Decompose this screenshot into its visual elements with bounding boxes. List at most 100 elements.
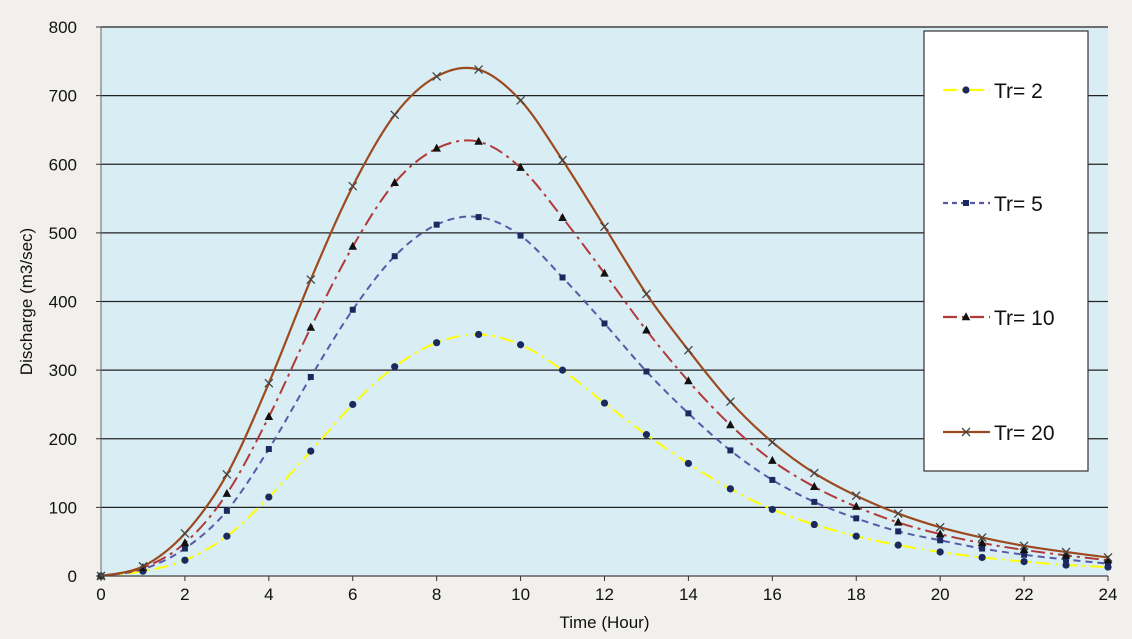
data-point bbox=[1021, 551, 1028, 558]
legend-marker bbox=[961, 427, 971, 437]
data-point bbox=[809, 481, 819, 490]
data-point bbox=[810, 520, 818, 529]
data-point bbox=[811, 498, 818, 505]
data-point bbox=[558, 155, 568, 165]
data-point bbox=[683, 345, 693, 355]
data-point bbox=[600, 222, 609, 232]
data-point bbox=[223, 507, 230, 514]
data-point bbox=[516, 95, 526, 105]
data-point bbox=[391, 363, 399, 371]
x-tick-label: 4 bbox=[264, 585, 273, 604]
x-tick-label: 2 bbox=[180, 585, 189, 604]
data-point bbox=[558, 212, 567, 221]
data-point bbox=[937, 537, 944, 544]
data-point bbox=[935, 529, 945, 538]
data-point bbox=[264, 378, 274, 388]
data-point bbox=[475, 330, 483, 339]
data-point bbox=[1019, 545, 1029, 554]
data-point bbox=[432, 143, 441, 152]
data-point bbox=[306, 275, 316, 284]
y-tick-label: 600 bbox=[49, 155, 77, 174]
data-point bbox=[475, 214, 482, 221]
data-point bbox=[643, 368, 650, 375]
data-point bbox=[767, 437, 777, 447]
data-point bbox=[1063, 556, 1070, 563]
data-point bbox=[851, 491, 861, 501]
y-tick-label: 300 bbox=[49, 361, 77, 380]
legend-label: Tr= 5 bbox=[994, 193, 1043, 216]
data-point bbox=[181, 556, 189, 564]
data-point bbox=[222, 469, 232, 479]
data-point bbox=[601, 320, 608, 327]
legend-box bbox=[923, 30, 1089, 472]
data-point bbox=[768, 455, 777, 464]
data-point bbox=[893, 509, 903, 519]
data-point bbox=[935, 522, 945, 532]
data-point bbox=[726, 420, 735, 429]
data-point bbox=[895, 528, 902, 535]
data-point bbox=[726, 485, 734, 493]
data-point bbox=[1061, 547, 1071, 557]
data-point bbox=[265, 446, 272, 453]
data-point bbox=[223, 532, 231, 540]
data-point bbox=[1103, 555, 1113, 564]
x-tick-label: 8 bbox=[432, 585, 441, 604]
x-tick-label: 12 bbox=[595, 585, 614, 604]
x-axis-title: Time (Hour) bbox=[559, 613, 649, 632]
data-point bbox=[979, 545, 986, 552]
data-point bbox=[1061, 550, 1071, 559]
data-point bbox=[936, 548, 944, 556]
data-point bbox=[432, 71, 442, 81]
data-point bbox=[725, 397, 735, 407]
x-tick-label: 16 bbox=[763, 585, 782, 604]
data-point bbox=[1103, 553, 1113, 562]
data-point bbox=[559, 274, 566, 281]
data-point bbox=[517, 232, 524, 239]
data-point bbox=[600, 268, 609, 277]
legend-label: Tr= 20 bbox=[994, 422, 1055, 445]
data-point bbox=[181, 545, 188, 552]
series-layer bbox=[96, 65, 1113, 581]
data-point bbox=[391, 253, 398, 260]
y-tick-label: 800 bbox=[49, 18, 77, 37]
data-point bbox=[852, 532, 860, 540]
data-point bbox=[349, 306, 356, 313]
data-point bbox=[768, 505, 776, 514]
y-tick-label: 200 bbox=[49, 430, 77, 449]
data-point bbox=[642, 431, 651, 439]
data-point bbox=[516, 162, 525, 171]
y-tick-label: 700 bbox=[49, 87, 77, 106]
data-point bbox=[685, 410, 692, 417]
data-point bbox=[809, 468, 819, 478]
y-tick-label: 100 bbox=[49, 498, 77, 517]
data-point bbox=[474, 136, 483, 145]
data-point bbox=[307, 447, 315, 455]
x-tick-label: 6 bbox=[348, 585, 357, 604]
data-point bbox=[138, 561, 148, 571]
legend-item: Tr= 10 bbox=[943, 307, 1055, 330]
data-point bbox=[600, 399, 609, 407]
legend-item: Tr= 5 bbox=[943, 193, 1043, 216]
legend: Tr= 2 Tr= 5 Tr= 10 Tr= 20 bbox=[923, 30, 1089, 472]
x-tick-label: 24 bbox=[1099, 585, 1118, 604]
data-point bbox=[307, 373, 314, 380]
legend-item: Tr= 2 bbox=[943, 80, 1043, 103]
data-point bbox=[349, 400, 357, 409]
data-point bbox=[769, 476, 776, 483]
x-tick-label: 22 bbox=[1015, 585, 1034, 604]
data-point bbox=[348, 241, 358, 250]
data-point bbox=[516, 341, 525, 349]
data-point bbox=[977, 533, 987, 543]
data-point bbox=[433, 221, 440, 228]
data-point bbox=[306, 322, 316, 331]
data-point bbox=[684, 459, 693, 468]
data-point bbox=[894, 541, 902, 549]
data-point bbox=[222, 488, 232, 497]
data-point bbox=[978, 553, 986, 562]
legend-label: Tr= 2 bbox=[994, 80, 1043, 103]
data-point bbox=[853, 515, 860, 522]
data-point bbox=[390, 110, 400, 120]
legend-label: Tr= 10 bbox=[994, 307, 1055, 330]
legend-item: Tr= 20 bbox=[943, 422, 1055, 445]
y-tick-label: 400 bbox=[49, 293, 77, 312]
